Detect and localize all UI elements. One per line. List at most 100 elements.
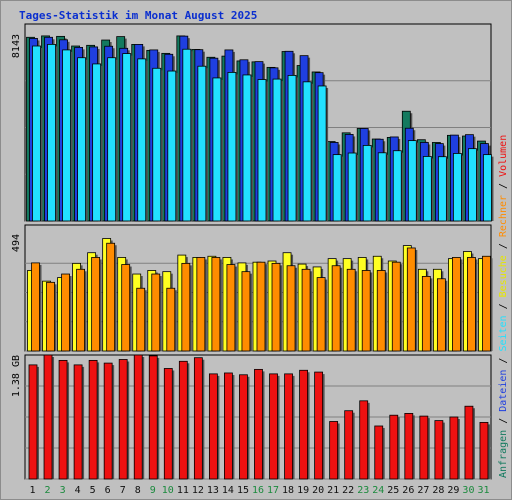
x-tick-label-23: 23 xyxy=(357,485,369,496)
bar-seiten-day-14 xyxy=(227,72,237,222)
bar-volumen-day-8 xyxy=(133,354,143,480)
bar-volumen-day-20 xyxy=(314,371,324,480)
legend-part-6: Besuche xyxy=(498,255,509,297)
legend-part-8: Rechner xyxy=(498,195,509,237)
x-tick-label-8: 8 xyxy=(135,485,141,496)
bar-volumen-day-6 xyxy=(103,362,113,480)
x-tick-label-26: 26 xyxy=(402,485,414,496)
bar-rechner-day-21 xyxy=(331,265,341,352)
x-tick-label-19: 19 xyxy=(297,485,309,496)
bar-volumen-day-15 xyxy=(239,374,248,480)
bar-seiten-day-8 xyxy=(137,58,147,222)
bar-seiten-day-5 xyxy=(92,63,102,222)
x-tick-label-2: 2 xyxy=(45,485,51,496)
bar-rechner-day-25 xyxy=(391,261,401,352)
bar-volumen-day-13 xyxy=(208,373,218,480)
bar-rechner-day-19 xyxy=(301,268,311,352)
bar-volumen-day-27 xyxy=(419,415,429,480)
bar-seiten-day-31 xyxy=(483,154,492,222)
bar-rechner-day-2 xyxy=(46,281,55,352)
bar-rechner-day-16 xyxy=(256,261,266,352)
bar-seiten-day-13 xyxy=(212,77,222,222)
bar-seiten-day-19 xyxy=(302,81,312,222)
bar-seiten-day-6 xyxy=(107,57,117,222)
legend: Anfragen / Dateien / Seiten / Besuche / … xyxy=(498,135,509,478)
x-tick-label-4: 4 xyxy=(75,485,81,496)
bar-seiten-day-25 xyxy=(392,150,402,222)
y-tick-label: 1.38 GB xyxy=(11,355,22,397)
bar-seiten-day-10 xyxy=(167,70,177,222)
bar-volumen-day-5 xyxy=(88,359,98,480)
bar-rechner-day-7 xyxy=(121,264,131,352)
bar-volumen-day-9 xyxy=(148,355,158,480)
x-tick-label-11: 11 xyxy=(177,485,189,496)
bar-volumen-day-25 xyxy=(389,414,399,480)
x-tick-label-15: 15 xyxy=(237,485,249,496)
bar-seiten-day-20 xyxy=(317,85,327,222)
x-tick-label-16: 16 xyxy=(252,485,264,496)
bar-seiten-day-26 xyxy=(407,140,417,222)
x-tick-label-24: 24 xyxy=(372,485,384,496)
x-tick-label-21: 21 xyxy=(327,485,339,496)
x-tick-label-3: 3 xyxy=(60,485,66,496)
x-tick-label-9: 9 xyxy=(150,485,156,496)
x-tick-label-25: 25 xyxy=(387,485,399,496)
bar-volumen-day-16 xyxy=(254,368,263,480)
x-tick-label-22: 22 xyxy=(342,485,354,496)
bar-rechner-day-23 xyxy=(361,270,371,352)
bar-rechner-day-8 xyxy=(136,287,146,352)
legend-part-3: / xyxy=(498,352,509,370)
bar-seiten-day-17 xyxy=(272,78,282,222)
bar-seiten-day-1 xyxy=(32,45,41,222)
bar-rechner-day-17 xyxy=(271,262,281,352)
bar-rechner-day-3 xyxy=(61,273,70,352)
bar-rechner-day-30 xyxy=(467,257,476,352)
x-tick-label-6: 6 xyxy=(105,485,111,496)
bar-rechner-day-10 xyxy=(166,287,176,352)
x-tick-label-10: 10 xyxy=(162,485,174,496)
bar-volumen-day-26 xyxy=(404,413,414,480)
x-tick-label-31: 31 xyxy=(477,485,489,496)
x-tick-label-20: 20 xyxy=(312,485,324,496)
y-tick-label: 494 xyxy=(11,234,22,252)
bar-seiten-day-18 xyxy=(287,75,297,222)
bar-seiten-day-27 xyxy=(422,156,432,222)
chart-title: Tages-Statistik im Monat August 2025 xyxy=(19,9,258,22)
x-tick-label-30: 30 xyxy=(462,485,474,496)
bar-rechner-day-31 xyxy=(482,255,491,352)
bar-rechner-day-14 xyxy=(226,264,236,352)
bar-rechner-day-4 xyxy=(76,268,85,352)
bar-volumen-day-2 xyxy=(43,354,53,480)
bar-rechner-day-1 xyxy=(31,262,40,352)
bar-seiten-day-11 xyxy=(182,48,192,222)
bar-seiten-day-15 xyxy=(242,74,252,222)
bar-rechner-day-11 xyxy=(181,262,191,352)
x-tick-label-5: 5 xyxy=(90,485,96,496)
bar-volumen-day-22 xyxy=(344,410,354,480)
x-tick-label-7: 7 xyxy=(120,485,126,496)
bar-volumen-day-19 xyxy=(299,369,308,480)
bar-seiten-day-21 xyxy=(332,154,342,222)
bar-rechner-day-5 xyxy=(91,257,101,352)
x-tick-label-13: 13 xyxy=(207,485,219,496)
legend-part-4: Seiten xyxy=(498,315,509,351)
bar-seiten-day-16 xyxy=(257,79,267,222)
bar-rechner-day-28 xyxy=(436,278,446,352)
bar-volumen-day-30 xyxy=(464,405,474,480)
bar-rechner-day-20 xyxy=(316,277,326,352)
bar-volumen-day-12 xyxy=(193,357,203,480)
bar-volumen-day-21 xyxy=(329,421,339,480)
bar-rechner-day-27 xyxy=(421,275,431,352)
bar-seiten-day-28 xyxy=(437,156,447,222)
bar-rechner-day-12 xyxy=(196,257,206,352)
bar-volumen-day-1 xyxy=(28,364,38,480)
bar-rechner-day-13 xyxy=(211,257,221,352)
x-tick-label-27: 27 xyxy=(417,485,429,496)
x-tick-label-18: 18 xyxy=(282,485,294,496)
bar-rechner-day-26 xyxy=(406,247,416,352)
bar-volumen-day-29 xyxy=(449,416,459,480)
bar-seiten-day-22 xyxy=(347,152,357,222)
bar-rechner-day-6 xyxy=(106,242,116,352)
bar-seiten-day-4 xyxy=(77,57,86,222)
